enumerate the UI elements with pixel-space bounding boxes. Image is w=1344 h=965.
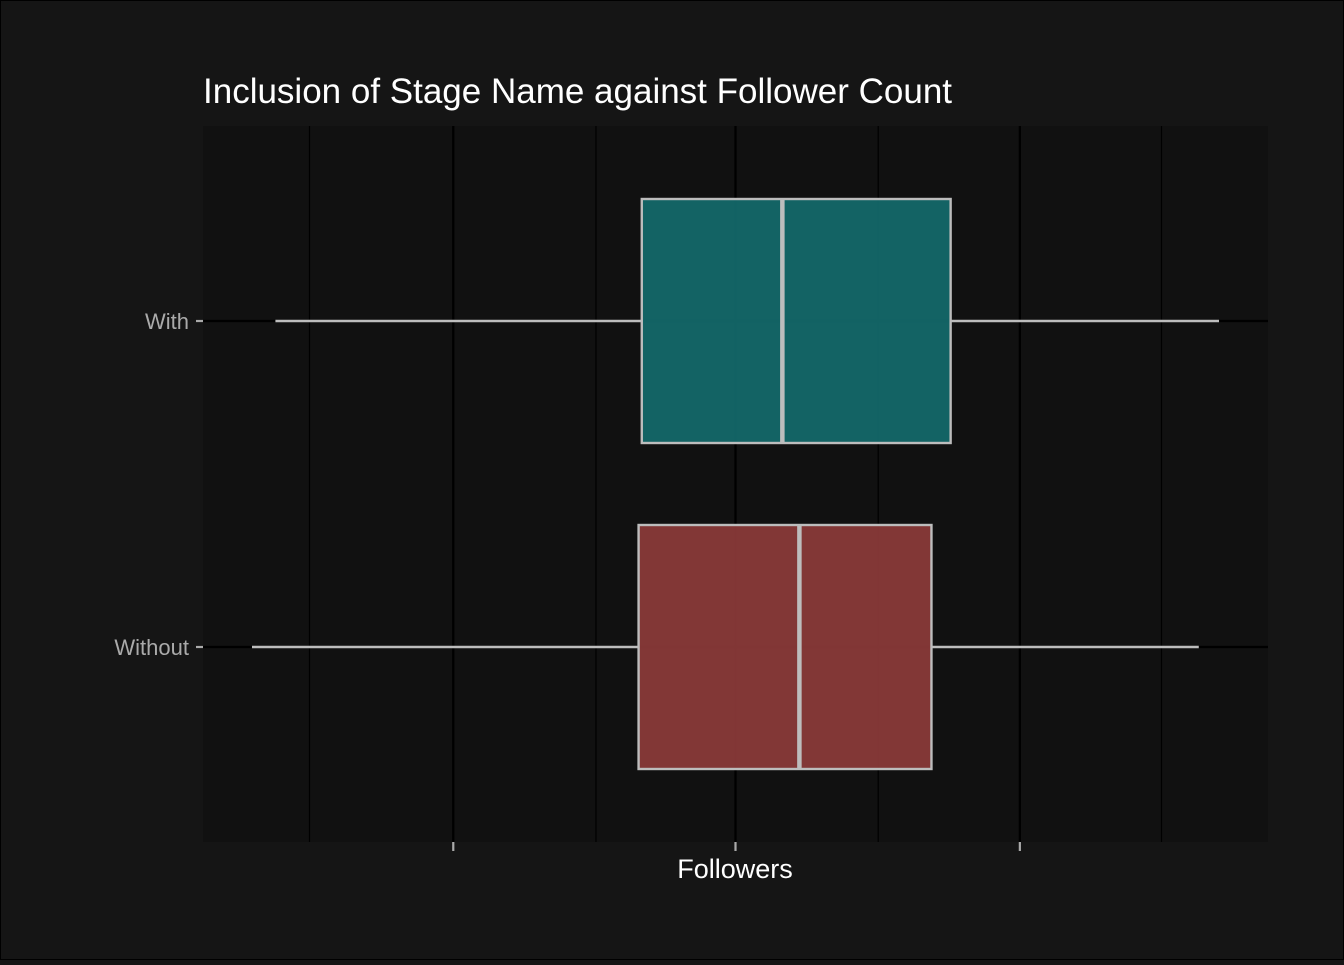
box-without [251,523,1199,771]
box-with [275,197,1220,445]
y-tick-label-with: With [145,309,189,334]
axes: With Without [114,309,1021,851]
x-axis-label: Followers [677,854,793,884]
box-layer [251,197,1220,771]
box-body-with [640,197,952,445]
y-tick-label-without: Without [114,635,189,660]
box-body-without [637,523,933,771]
chart-title: Inclusion of Stage Name against Follower… [203,72,952,111]
